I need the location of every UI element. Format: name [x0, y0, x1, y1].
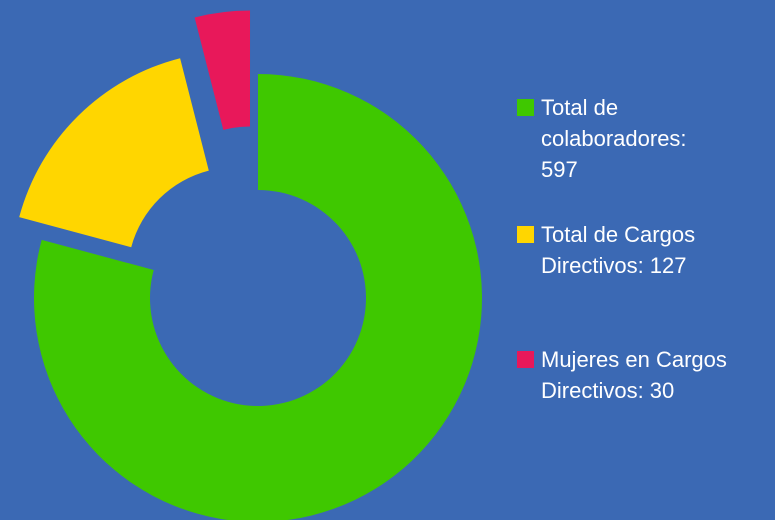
donut-slice	[34, 74, 482, 520]
donut-slice	[194, 10, 251, 130]
legend-swatch	[517, 99, 534, 116]
chart	[19, 10, 482, 520]
legend-item: Total de colaboradores: 597	[517, 92, 692, 185]
legend-item: Mujeres en Cargos Directivos: 30	[517, 344, 767, 406]
donut-slice	[19, 58, 209, 248]
legend-label: Total de colaboradores: 597	[541, 95, 687, 182]
legend-item: Total de Cargos Directivos: 127	[517, 219, 767, 281]
legend-swatch	[517, 351, 534, 368]
legend-swatch	[517, 226, 534, 243]
legend-label: Mujeres en Cargos Directivos: 30	[541, 347, 727, 403]
legend-label: Total de Cargos Directivos: 127	[541, 222, 696, 278]
